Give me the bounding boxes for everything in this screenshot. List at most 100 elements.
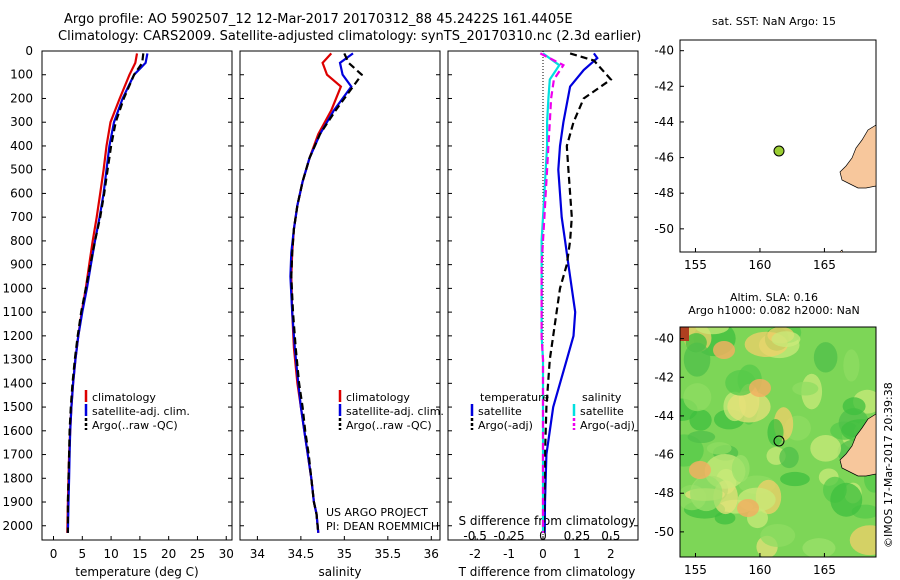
imos-stamp: ©IMOS 17-Mar-2017 20:39:38 bbox=[882, 382, 895, 548]
sla-blob bbox=[843, 349, 860, 382]
depth-tick-label: 400 bbox=[10, 139, 33, 153]
series-satellite-line bbox=[66, 53, 149, 533]
map-lat-label: -40 bbox=[654, 332, 674, 346]
depth-tick-label: 1600 bbox=[2, 424, 33, 438]
depth-tick-label: 1200 bbox=[2, 329, 33, 343]
salinity-plot-frame bbox=[239, 50, 441, 541]
temperature-diff-tick-label: -1 bbox=[503, 547, 515, 561]
map-lat-label: -44 bbox=[654, 115, 674, 129]
temperature-diff-tick-label: 2 bbox=[607, 547, 615, 561]
sst-map bbox=[679, 39, 877, 253]
salinity-tick-label: 34 bbox=[250, 547, 265, 561]
salinity-axis-label: salinity bbox=[318, 565, 361, 579]
depth-tick-label: 1100 bbox=[2, 305, 33, 319]
salinity-tick-label: 35.5 bbox=[374, 547, 401, 561]
map-lat-label: -48 bbox=[654, 486, 674, 500]
salinity-tick-label: 35 bbox=[337, 547, 352, 561]
legend-entry: climatology bbox=[346, 391, 410, 404]
salinity-tick-label: 36 bbox=[424, 547, 439, 561]
map-lon-label: 165 bbox=[813, 258, 836, 272]
temperature-diff-tick-label: 1 bbox=[573, 547, 581, 561]
sla-blob bbox=[725, 369, 756, 396]
legend-title-temperature: temperature bbox=[480, 391, 549, 404]
map-lat-label: -50 bbox=[654, 525, 674, 539]
sla-blob bbox=[683, 383, 712, 412]
temperature-tick-label: 25 bbox=[190, 547, 205, 561]
legend-entry: Argo(..raw -QC) bbox=[346, 419, 432, 432]
depth-tick-label: 800 bbox=[10, 234, 33, 248]
title-line-2: Climatology: CARS2009. Satellite-adjuste… bbox=[58, 29, 642, 44]
sla-blob bbox=[687, 430, 716, 444]
map-lat-label: -48 bbox=[654, 186, 674, 200]
temperature-tick-label: 5 bbox=[78, 547, 86, 561]
depth-tick-label: 1800 bbox=[2, 471, 33, 485]
sla-blob bbox=[690, 475, 723, 512]
legend-entry: Argo(-adj) bbox=[478, 419, 533, 432]
sla-blob bbox=[689, 409, 712, 431]
sla-blob bbox=[727, 390, 771, 423]
map-title: Argo h1000: 0.082 h2000: NaN bbox=[688, 304, 860, 317]
depth-tick-label: 100 bbox=[10, 68, 33, 82]
depth-tick-label: 0 bbox=[25, 44, 33, 58]
series-argo-line bbox=[66, 53, 145, 533]
salinity-diff-tick-label: -0.5 bbox=[463, 529, 486, 543]
temperature-plot-frame bbox=[41, 50, 233, 541]
island-fragment bbox=[839, 249, 844, 252]
salinity-diff-axis-label: S difference from climatology bbox=[459, 514, 636, 528]
legend-entry: climatology bbox=[92, 391, 156, 404]
sla-blob bbox=[849, 525, 876, 556]
map-title: Altim. SLA: 0.16 bbox=[730, 291, 818, 304]
depth-tick-label: 1400 bbox=[2, 376, 33, 390]
sla-high-blob bbox=[737, 499, 759, 517]
depth-tick-label: 2000 bbox=[2, 519, 33, 533]
map-lat-label: -44 bbox=[654, 409, 674, 423]
new-zealand-land-2 bbox=[839, 413, 876, 477]
sla-blob bbox=[779, 446, 799, 469]
map-lon-label: 160 bbox=[748, 258, 771, 272]
sla-blob bbox=[780, 471, 810, 487]
temperature-tick-label: 10 bbox=[103, 547, 118, 561]
map-lon-label: 165 bbox=[813, 563, 836, 577]
legend-entry: satellite bbox=[478, 405, 522, 418]
temperature-axis-label: temperature (deg C) bbox=[75, 565, 198, 579]
legend-entry: Argo(-adj) bbox=[580, 419, 635, 432]
map-lon-label: 160 bbox=[748, 563, 771, 577]
new-zealand-land bbox=[839, 124, 876, 189]
project-annotation: US ARGO PROJECT bbox=[326, 506, 428, 519]
salinity-climatology-line bbox=[290, 52, 343, 534]
title-line-1: Argo profile: AO 5902507_12 12-Mar-2017 … bbox=[64, 12, 573, 27]
salinity-diff-tick-label: 0.25 bbox=[564, 529, 591, 543]
map-lat-label: -50 bbox=[654, 222, 674, 236]
depth-tick-label: 1700 bbox=[2, 448, 33, 462]
depth-tick-label: 500 bbox=[10, 163, 33, 177]
legend-title-salinity: salinity bbox=[582, 391, 622, 404]
legend-entry: satellite-adj. clim. bbox=[346, 405, 444, 418]
depth-tick-label: 900 bbox=[10, 258, 33, 272]
depth-tick-label: 1500 bbox=[2, 400, 33, 414]
map-lat-label: -42 bbox=[654, 79, 674, 93]
map-lat-label: -46 bbox=[654, 448, 674, 462]
sla-blob bbox=[714, 511, 736, 525]
sla-blob bbox=[830, 482, 863, 517]
depth-tick-label: 1900 bbox=[2, 495, 33, 509]
sla-blob bbox=[760, 523, 796, 547]
sla-corner-cell bbox=[680, 327, 689, 341]
depth-tick-label: 1300 bbox=[2, 353, 33, 367]
legend-entry: satellite-adj. clim. bbox=[92, 405, 190, 418]
argo-location-marker-2 bbox=[773, 435, 785, 447]
sla-blob bbox=[767, 419, 784, 446]
salinity-diff-tick-label: 0.5 bbox=[601, 529, 620, 543]
salinity-satellite-line bbox=[289, 52, 354, 534]
legend-entry: satellite bbox=[580, 405, 624, 418]
sla-high-blob bbox=[689, 461, 711, 479]
map-lat-label: -40 bbox=[654, 44, 674, 58]
map-title: sat. SST: NaN Argo: 15 bbox=[712, 15, 836, 28]
salinity-diff-tick-label: 0 bbox=[539, 529, 547, 543]
temperature-diff-tick-label: -2 bbox=[469, 547, 481, 561]
sla-blob bbox=[813, 342, 838, 373]
salinity-tick-label: 34.5 bbox=[288, 547, 315, 561]
map-lon-label: 155 bbox=[684, 258, 707, 272]
depth-tick-label: 200 bbox=[10, 91, 33, 105]
difference-series-line bbox=[542, 52, 613, 533]
